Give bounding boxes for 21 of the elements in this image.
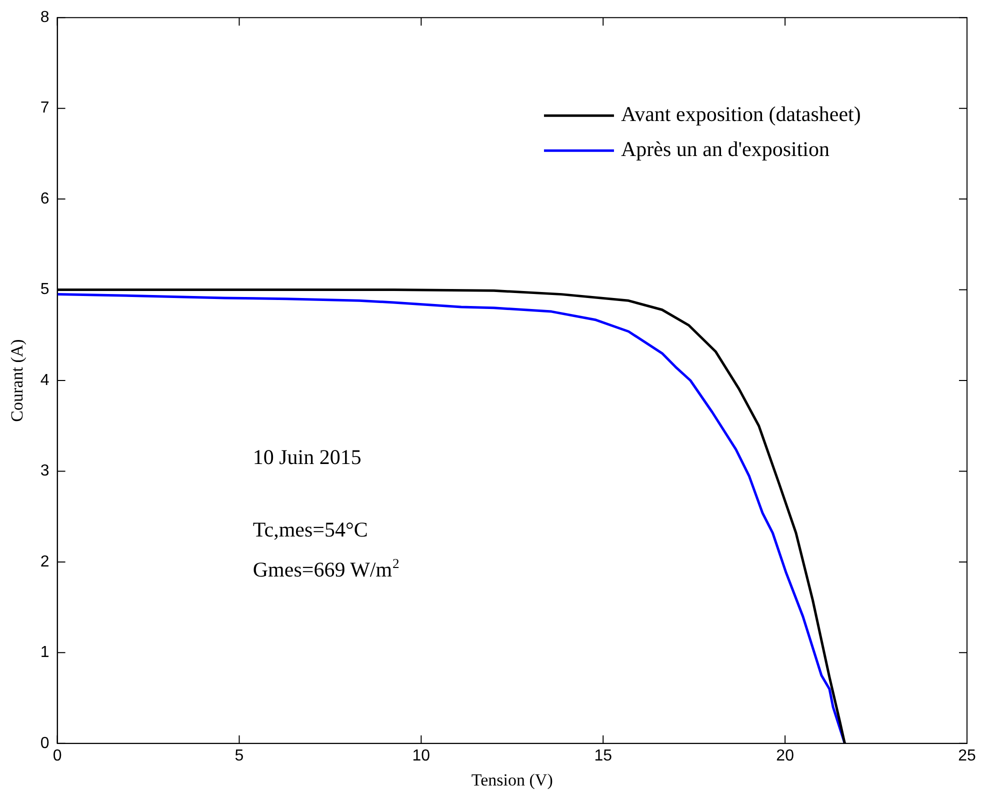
- y-tick-label: 3: [40, 462, 50, 480]
- y-tick-label: 5: [40, 281, 50, 298]
- y-tick-label: 4: [40, 372, 50, 389]
- x-tick-label: 20: [776, 747, 794, 764]
- annotation: 10 Juin 2015: [252, 444, 362, 469]
- x-tick-label: 5: [234, 747, 244, 764]
- y-tick-label: 0: [40, 734, 50, 752]
- y-tick-label: 2: [40, 553, 50, 570]
- x-tick-label: 10: [412, 747, 430, 764]
- legend-label: Avant exposition (datasheet): [620, 102, 861, 126]
- y-tick-label: 8: [40, 9, 50, 26]
- y-tick-label: 6: [40, 190, 50, 208]
- annotation: Tc,mes=54°C: [252, 518, 368, 542]
- x-tick-label: 15: [594, 747, 612, 764]
- x-tick-label: 0: [52, 747, 62, 764]
- x-axis-title: Tension (V): [471, 770, 553, 790]
- y-tick-label: 1: [40, 644, 50, 662]
- y-tick-label: 7: [40, 100, 50, 117]
- x-tick-label: 25: [958, 747, 976, 764]
- legend-label: Après un an d'exposition: [620, 137, 830, 162]
- y-axis-title: Courant (A): [8, 339, 27, 422]
